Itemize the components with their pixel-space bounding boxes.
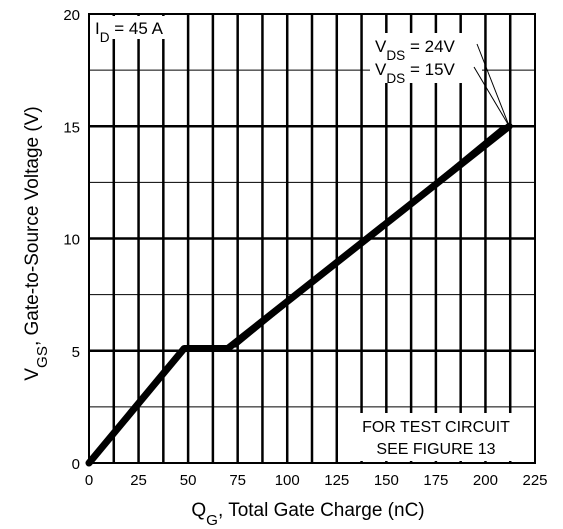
x-tick-label: 175 [423, 472, 448, 489]
note-line-1: FOR TEST CIRCUIT [362, 419, 510, 436]
legend-leader-1 [476, 43, 510, 127]
condition-label: ID = 45 A [95, 19, 164, 45]
y-tick-label: 5 [72, 344, 80, 361]
x-tick-label: 75 [229, 472, 246, 489]
x-tick-label: 150 [374, 472, 399, 489]
y-tick-label: 20 [63, 7, 80, 24]
legend-leader-2 [473, 66, 510, 127]
note-line-2: SEE FIGURE 13 [376, 441, 495, 458]
major-grid [89, 14, 535, 463]
legend-entry-2: VDS = 15V [375, 60, 456, 86]
x-tick-label: 125 [324, 472, 349, 489]
note-background [338, 413, 533, 461]
y-axis-title: VGS, Gate-to-Source Voltage (V) [22, 106, 51, 380]
x-tick-label: 0 [85, 472, 93, 489]
x-tick-label: 225 [522, 472, 547, 489]
y-tick-label: 15 [63, 119, 80, 136]
legend-background [370, 33, 482, 83]
y-tick-label: 10 [63, 232, 80, 249]
series-line-2 [87, 125, 505, 465]
x-tick-label: 25 [130, 472, 147, 489]
x-axis-title: QG, Total Gate Charge (nC) [191, 500, 424, 529]
condition-label-background [91, 16, 185, 39]
series-curves [85, 122, 513, 467]
x-tick-label: 50 [180, 472, 197, 489]
y-tick-label: 0 [72, 456, 80, 473]
legend-entry-1: VDS = 24V [375, 37, 456, 63]
plot-frame [88, 13, 536, 464]
x-tick-label: 200 [473, 472, 498, 489]
tick-labels: 0 25 50 75 100 125 150 175 200 225 0 5 10 15 20 [63, 7, 547, 489]
x-tick-label: 100 [275, 472, 300, 489]
